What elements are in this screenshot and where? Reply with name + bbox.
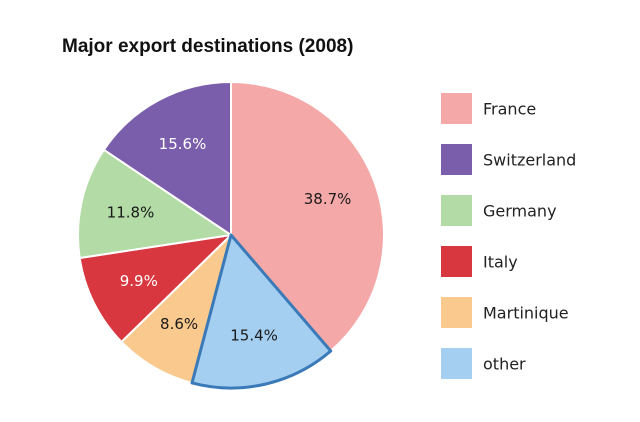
- slice-label-martinique: 8.6%: [160, 315, 198, 333]
- slice-highlight-outline: [190, 233, 333, 390]
- pie-slice-martinique: [120, 234, 232, 384]
- legend-swatch-germany: [441, 195, 472, 226]
- legend-label-other: other: [483, 355, 526, 374]
- legend-swatch-italy: [441, 246, 472, 277]
- slice-label-switzerland: 15.6%: [159, 135, 207, 153]
- legend-swatch-france: [441, 93, 472, 124]
- legend-swatch-switzerland: [441, 144, 472, 175]
- slice-label-germany: 11.8%: [107, 204, 155, 222]
- legend-swatch-martinique: [441, 297, 472, 328]
- legend: France Switzerland Germany Italy Martinique o…: [441, 93, 576, 379]
- pie-slice-switzerland: [102, 81, 232, 236]
- legend-label-martinique: Martinique: [483, 304, 569, 323]
- slice-label-italy: 9.9%: [120, 272, 158, 290]
- legend-label-france: France: [483, 100, 536, 119]
- pie-slices: [77, 81, 385, 390]
- pie-slice-germany: [77, 148, 232, 259]
- pie-slice-italy: [78, 234, 232, 343]
- slice-label-other: 15.4%: [230, 326, 278, 344]
- legend-swatch-other: [441, 348, 472, 379]
- legend-label-germany: Germany: [483, 202, 557, 221]
- pie-labels: 38.7% 15.4% 8.6% 9.9% 11.8% 15.6%: [107, 135, 352, 344]
- legend-label-italy: Italy: [483, 253, 518, 272]
- legend-label-switzerland: Switzerland: [483, 151, 576, 170]
- pie-slice-france: [230, 81, 385, 353]
- slice-label-france: 38.7%: [304, 190, 352, 208]
- chart-title: Major export destinations (2008): [62, 36, 354, 57]
